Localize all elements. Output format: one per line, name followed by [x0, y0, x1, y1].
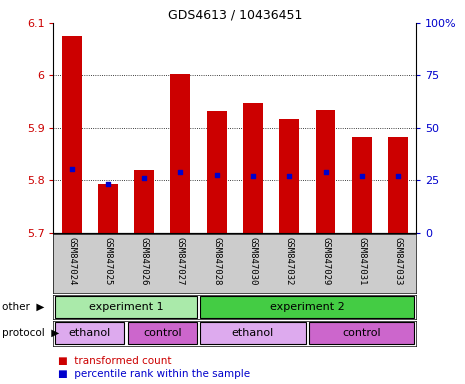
Point: [394, 173, 402, 179]
Bar: [200, 322, 306, 344]
Bar: [352, 137, 372, 233]
Bar: [207, 111, 226, 233]
Text: GSM847025: GSM847025: [103, 237, 113, 285]
Point: [213, 172, 220, 178]
Point: [140, 175, 148, 181]
Text: other  ▶: other ▶: [2, 302, 45, 312]
Text: experiment 2: experiment 2: [270, 302, 345, 312]
Text: GSM847027: GSM847027: [176, 237, 185, 285]
Bar: [62, 36, 81, 233]
Bar: [134, 170, 154, 233]
Text: experiment 1: experiment 1: [89, 302, 163, 312]
Text: ethanol: ethanol: [69, 328, 111, 338]
Bar: [316, 110, 335, 233]
Bar: [243, 103, 263, 233]
Text: ■  transformed count: ■ transformed count: [58, 356, 172, 366]
Bar: [309, 322, 414, 344]
Text: GSM847028: GSM847028: [212, 237, 221, 285]
Text: ■  percentile rank within the sample: ■ percentile rank within the sample: [58, 369, 250, 379]
Bar: [200, 296, 414, 318]
Text: GSM847032: GSM847032: [285, 237, 294, 285]
Bar: [171, 74, 190, 233]
Bar: [98, 184, 118, 233]
Point: [286, 173, 293, 179]
Bar: [388, 137, 408, 233]
Title: GDS4613 / 10436451: GDS4613 / 10436451: [168, 9, 302, 22]
Text: control: control: [143, 328, 182, 338]
Bar: [279, 119, 299, 233]
Text: GSM847029: GSM847029: [321, 237, 330, 285]
Point: [322, 169, 329, 175]
Text: GSM847024: GSM847024: [67, 237, 76, 285]
Text: GSM847030: GSM847030: [248, 237, 258, 285]
Text: GSM847031: GSM847031: [357, 237, 366, 285]
Text: ethanol: ethanol: [232, 328, 274, 338]
Point: [68, 166, 75, 172]
Point: [177, 169, 184, 175]
Point: [104, 181, 112, 187]
Text: GSM847033: GSM847033: [393, 237, 403, 285]
Point: [358, 173, 365, 179]
Bar: [55, 322, 124, 344]
Text: GSM847026: GSM847026: [140, 237, 149, 285]
Text: control: control: [342, 328, 381, 338]
Point: [249, 173, 257, 179]
Bar: [55, 296, 197, 318]
Text: protocol  ▶: protocol ▶: [2, 328, 60, 338]
Bar: [128, 322, 197, 344]
